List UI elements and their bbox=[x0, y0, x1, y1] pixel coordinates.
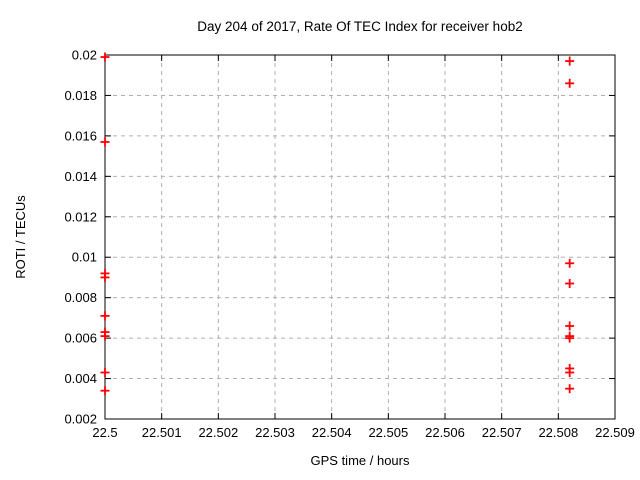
y-tick-label: 0.016 bbox=[64, 128, 97, 143]
y-tick-label: 0.014 bbox=[64, 169, 97, 184]
tick-labels: 22.5 22.501 22.502 22.503 22.504 22.505 22.506… bbox=[64, 48, 634, 441]
plot-border bbox=[104, 54, 616, 420]
y-tick-label: 0.012 bbox=[64, 209, 97, 224]
data-points bbox=[100, 52, 575, 396]
data-point-marker bbox=[565, 56, 575, 66]
data-point-marker bbox=[100, 367, 110, 377]
y-tick-label: 0.01 bbox=[72, 250, 97, 265]
x-tick-label: 22.5 bbox=[92, 425, 117, 440]
grid-lines bbox=[104, 54, 616, 420]
x-tick-label: 22.501 bbox=[142, 425, 182, 440]
x-tick-label: 22.502 bbox=[198, 425, 238, 440]
data-point-marker bbox=[565, 367, 575, 377]
data-point-marker bbox=[100, 52, 110, 62]
y-tick-label: 0.006 bbox=[64, 331, 97, 346]
x-tick-label: 22.504 bbox=[312, 425, 352, 440]
x-tick-label: 22.505 bbox=[368, 425, 408, 440]
y-tick-label: 0.004 bbox=[64, 371, 97, 386]
data-point-marker bbox=[565, 78, 575, 88]
x-tick-label: 22.506 bbox=[425, 425, 465, 440]
y-tick-label: 0.008 bbox=[64, 290, 97, 305]
data-point-marker bbox=[565, 384, 575, 394]
data-point-marker bbox=[565, 258, 575, 268]
data-point-marker bbox=[565, 321, 575, 331]
data-point-marker bbox=[100, 331, 110, 341]
x-axis-label: GPS time / hours bbox=[311, 453, 410, 468]
data-point-marker bbox=[565, 279, 575, 289]
data-point-marker bbox=[100, 137, 110, 147]
data-point-marker bbox=[100, 311, 110, 321]
x-tick-label: 22.509 bbox=[595, 425, 635, 440]
chart-title: Day 204 of 2017, Rate Of TEC Index for r… bbox=[197, 19, 522, 34]
axis-ticks bbox=[104, 54, 616, 420]
y-axis-label: ROTI / TECUs bbox=[13, 195, 28, 279]
y-tick-label: 0.018 bbox=[64, 88, 97, 103]
data-point-marker bbox=[100, 272, 110, 282]
data-point-marker bbox=[100, 386, 110, 396]
y-tick-label: 0.002 bbox=[64, 412, 97, 427]
data-point-marker bbox=[565, 333, 575, 343]
x-tick-label: 22.508 bbox=[538, 425, 578, 440]
y-tick-label: 0.02 bbox=[72, 48, 97, 63]
x-tick-label: 22.503 bbox=[255, 425, 295, 440]
x-tick-label: 22.507 bbox=[482, 425, 522, 440]
